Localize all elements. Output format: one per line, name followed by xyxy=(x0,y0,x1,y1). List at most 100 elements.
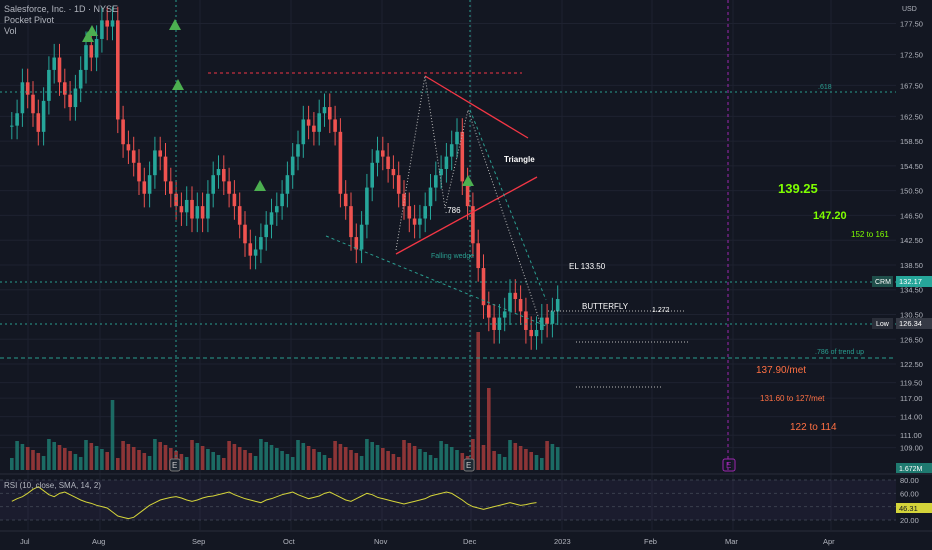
time-tick-label: Apr xyxy=(823,537,835,546)
volume-bar xyxy=(545,441,549,470)
candle-body xyxy=(508,292,512,312)
candle-body xyxy=(296,144,300,157)
volume-bar xyxy=(68,451,72,470)
volume-bar xyxy=(317,452,321,470)
candle-body xyxy=(301,119,306,145)
candle-body xyxy=(31,94,35,114)
price-tick-label: 154.50 xyxy=(900,162,923,171)
candle-body xyxy=(195,206,200,219)
candle-body xyxy=(370,162,374,188)
candle-body xyxy=(412,218,417,225)
candle-body xyxy=(513,292,518,300)
low-value: 126.34 xyxy=(899,319,922,328)
volume-bar xyxy=(333,441,337,470)
volume-bar xyxy=(343,447,348,470)
rsi-tick-label: 20.00 xyxy=(900,516,919,525)
candle-body xyxy=(359,224,364,250)
volume-bar xyxy=(195,443,200,470)
volume-bar xyxy=(116,458,120,470)
candle-body xyxy=(63,82,67,95)
volume-bar xyxy=(237,447,242,470)
price-axis[interactable]: 177.50 172.50 167.50 162.50 158.50 154.50 150.… xyxy=(872,0,932,550)
wedge-lower xyxy=(325,235,547,327)
volume-bar xyxy=(471,439,475,470)
volume-bar xyxy=(301,443,306,470)
target-2: 147.20 xyxy=(813,210,847,222)
candle-body xyxy=(36,113,41,132)
volume-bar xyxy=(370,442,374,470)
time-tick-label: Aug xyxy=(92,537,105,546)
volume-bar xyxy=(386,451,390,470)
pivot-marker xyxy=(254,180,266,191)
price-tick-label: 162.50 xyxy=(900,112,923,121)
candle-body xyxy=(465,181,470,207)
price-tick-label: 111.00 xyxy=(900,431,922,440)
candle-body xyxy=(375,150,380,163)
candle-body xyxy=(280,193,284,207)
volume-bar xyxy=(15,441,19,470)
target-1: 139.25 xyxy=(778,181,818,196)
price-tick-label: 138.50 xyxy=(900,261,923,270)
candle-body xyxy=(10,125,14,127)
volume-bar xyxy=(449,447,454,470)
pivot-marker xyxy=(462,175,474,186)
volume-bar xyxy=(296,440,300,470)
volume-bar xyxy=(232,444,237,470)
symbol-title[interactable]: Salesforce, Inc. · 1D · NYSE xyxy=(4,4,119,14)
candle-body xyxy=(243,224,247,244)
candle-body xyxy=(20,82,25,114)
volume-bar xyxy=(243,450,247,470)
volume-bar xyxy=(481,445,486,470)
volume-bar xyxy=(423,452,427,470)
price-tick-label: 172.50 xyxy=(900,50,923,59)
volume-bar xyxy=(137,450,141,470)
indicator-volume[interactable]: Vol xyxy=(4,26,17,36)
volume-bar xyxy=(200,446,205,470)
candle-body xyxy=(184,199,189,213)
volume-tag xyxy=(896,463,932,473)
grid-lines xyxy=(0,0,896,530)
time-tick-label: Sep xyxy=(192,537,205,546)
volume-bar xyxy=(407,443,412,470)
candle-body xyxy=(428,187,433,207)
volume-bars xyxy=(10,332,560,470)
volume-bar xyxy=(31,450,35,470)
candle-body xyxy=(306,119,311,126)
candle-body xyxy=(57,57,62,83)
candle-body xyxy=(89,45,94,58)
volume-bar xyxy=(312,449,316,470)
candle-body xyxy=(354,237,359,250)
price-candles xyxy=(10,6,560,350)
butterfly-pattern xyxy=(395,75,541,323)
volume-bar xyxy=(434,458,438,470)
candle-body xyxy=(439,168,443,176)
volume-bar xyxy=(428,455,433,470)
candle-body xyxy=(137,162,141,182)
fib-618-label: .618 xyxy=(818,84,832,91)
candle-body xyxy=(418,218,422,225)
volume-bar xyxy=(375,445,380,470)
candle-body xyxy=(396,175,401,194)
volume-bar xyxy=(36,453,41,470)
candle-body xyxy=(259,237,263,250)
volume-bar xyxy=(476,332,480,470)
volume-bar xyxy=(269,445,274,470)
last-price-value: 132.17 xyxy=(899,277,922,286)
entry-label: EL 133.50 xyxy=(569,262,606,271)
candle-body xyxy=(105,20,109,27)
volume-bar xyxy=(354,453,359,470)
volume-bar xyxy=(153,439,157,470)
volume-bar xyxy=(338,444,343,470)
volume-bar xyxy=(508,440,512,470)
candle-body xyxy=(386,156,390,169)
volume-bar xyxy=(529,452,533,470)
volume-bar xyxy=(216,455,221,470)
price-tick-label: 158.50 xyxy=(900,137,923,146)
indicator-pocket-pivot[interactable]: Pocket Pivot xyxy=(4,15,55,25)
volume-bar xyxy=(57,445,62,470)
time-axis[interactable]: Jul Aug Sep Oct Nov Dec 2023 Feb Mar Apr xyxy=(0,530,932,546)
volume-bar xyxy=(163,445,168,470)
candle-body xyxy=(269,212,274,225)
